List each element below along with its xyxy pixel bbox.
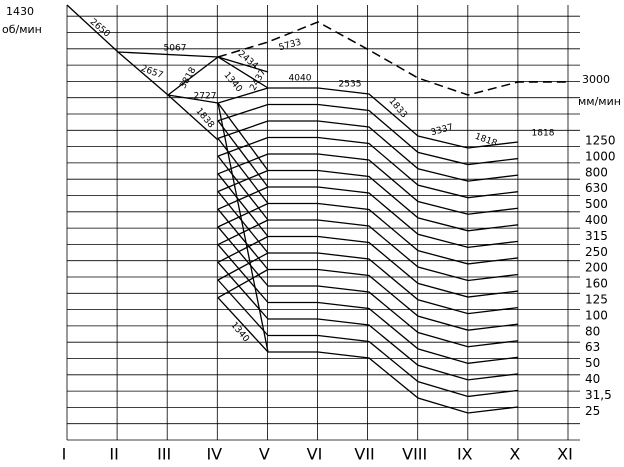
rapid-speed: 3000 bbox=[582, 73, 610, 86]
line bbox=[217, 235, 269, 263]
ratio-label: 5067 bbox=[164, 44, 187, 54]
shaft-label: IV bbox=[206, 445, 222, 464]
line bbox=[217, 169, 269, 193]
ratio-label: 3818 bbox=[178, 66, 198, 91]
path bbox=[268, 268, 519, 331]
line bbox=[217, 202, 269, 228]
feed-label: 630 bbox=[585, 181, 608, 195]
line bbox=[217, 252, 269, 281]
feed-label: 31,5 bbox=[585, 388, 612, 402]
line bbox=[217, 138, 269, 204]
feed-label: 63 bbox=[585, 340, 600, 354]
line bbox=[217, 297, 269, 353]
path bbox=[268, 136, 519, 199]
line bbox=[217, 226, 269, 287]
line bbox=[217, 173, 269, 237]
path bbox=[268, 186, 519, 249]
ratio-label: 3337 bbox=[430, 123, 455, 139]
feed-label: 400 bbox=[585, 213, 608, 227]
feed-label: 200 bbox=[585, 261, 608, 275]
path bbox=[268, 153, 519, 215]
line bbox=[217, 120, 269, 188]
ratio-label: 4040 bbox=[289, 74, 312, 84]
ratio-label: 1340 bbox=[221, 70, 244, 94]
feed-label: 50 bbox=[585, 356, 600, 370]
input-speed: 1430 bbox=[6, 5, 34, 18]
line bbox=[217, 155, 269, 221]
line bbox=[217, 244, 269, 303]
ratio-label: 5733 bbox=[278, 38, 303, 54]
line bbox=[217, 102, 269, 353]
feed-label: 80 bbox=[585, 324, 600, 338]
ratio-label: 1340 bbox=[228, 320, 251, 344]
path bbox=[268, 219, 519, 282]
shaft-label: VI bbox=[307, 445, 323, 464]
path bbox=[268, 301, 519, 364]
line bbox=[217, 102, 269, 171]
path bbox=[66, 4, 219, 141]
shaft-label: IX bbox=[457, 445, 473, 464]
path bbox=[268, 334, 519, 398]
feed-label: 100 bbox=[585, 308, 608, 322]
feed-label: 1250 bbox=[585, 134, 616, 148]
path bbox=[268, 202, 519, 265]
line bbox=[217, 103, 269, 122]
feed-label: 250 bbox=[585, 245, 608, 259]
line bbox=[217, 153, 269, 175]
line bbox=[217, 136, 269, 157]
path bbox=[268, 87, 519, 149]
line bbox=[217, 191, 269, 254]
path bbox=[167, 94, 219, 104]
shaft-label: XI bbox=[557, 445, 573, 464]
line bbox=[217, 261, 269, 320]
path bbox=[268, 120, 519, 182]
path bbox=[217, 21, 568, 96]
feed-label: 1000 bbox=[585, 149, 616, 163]
path bbox=[268, 285, 519, 348]
path bbox=[268, 351, 519, 414]
ratio-label: 2727 bbox=[194, 92, 217, 102]
line bbox=[217, 279, 269, 336]
ratio-label: 2650 bbox=[88, 17, 112, 40]
feed-label: 500 bbox=[585, 197, 608, 211]
line bbox=[217, 87, 269, 104]
line bbox=[217, 268, 269, 299]
line bbox=[217, 208, 269, 270]
feed-label: 800 bbox=[585, 165, 608, 179]
rapid-unit: мм/мин bbox=[578, 95, 621, 108]
ratio-label: 1833 bbox=[386, 96, 408, 120]
ratio-label: 1838 bbox=[193, 106, 216, 130]
path bbox=[268, 169, 519, 232]
shaft-label: VII bbox=[354, 445, 374, 464]
shaft-label: X bbox=[509, 445, 520, 464]
ratio-label: 1818 bbox=[532, 129, 555, 139]
line bbox=[217, 120, 269, 140]
shaft-label: I bbox=[62, 445, 67, 464]
feed-label: 125 bbox=[585, 293, 608, 307]
feed-label: 160 bbox=[585, 277, 608, 291]
shaft-label: V bbox=[259, 445, 270, 464]
feed-label: 315 bbox=[585, 229, 608, 243]
line bbox=[217, 219, 269, 246]
input-unit: об/мин bbox=[2, 23, 42, 36]
shaft-label: II bbox=[109, 445, 118, 464]
shaft-label: VIII bbox=[402, 445, 427, 464]
path bbox=[268, 252, 519, 315]
path bbox=[268, 235, 519, 298]
shaft-label: III bbox=[157, 445, 171, 464]
path bbox=[268, 103, 519, 166]
feed-label: 40 bbox=[585, 372, 600, 386]
ratio-label: 2657 bbox=[139, 64, 164, 81]
feed-label: 25 bbox=[585, 404, 600, 418]
ratio-label: 2535 bbox=[339, 80, 362, 90]
path bbox=[268, 318, 519, 381]
line bbox=[217, 186, 269, 210]
